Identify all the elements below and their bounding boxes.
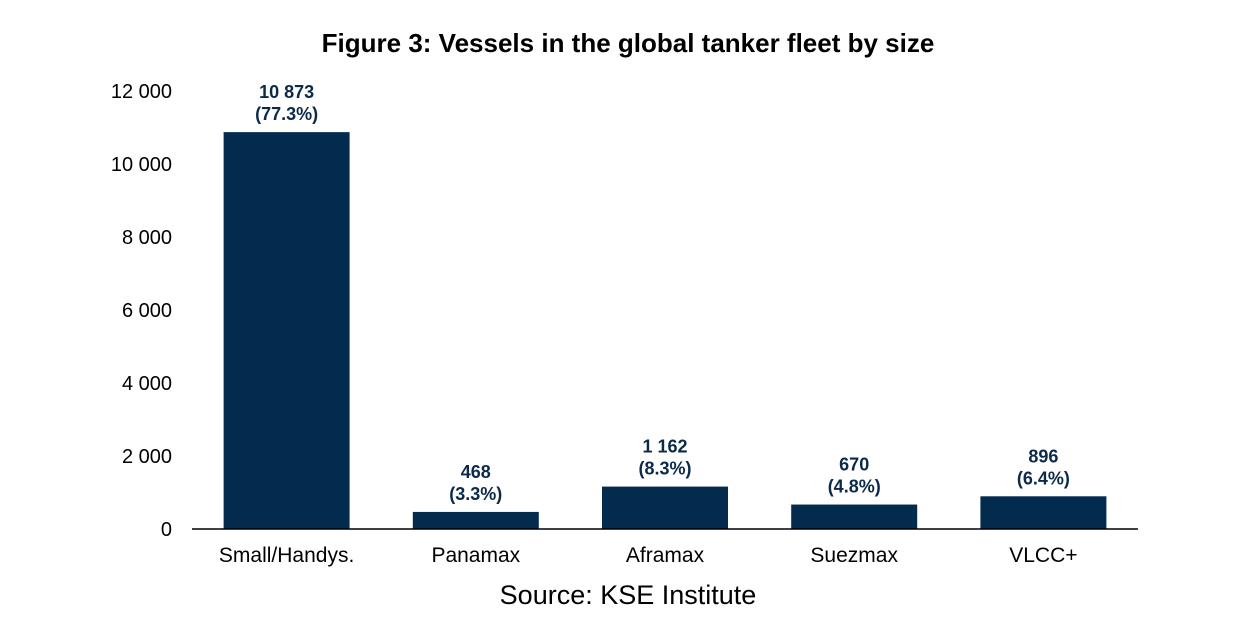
bar [602,486,728,529]
data-labels: 10 873(77.3%) 468(3.3%) 1 162(8.3%) 670(4.8… [255,82,1070,504]
bars [223,132,1107,529]
data-label-percent: (77.3%) [255,104,318,124]
y-tick-label: 8 000 [122,227,172,249]
bar [412,511,539,529]
bar [791,504,918,529]
data-label-percent: (8.3%) [638,459,691,479]
data-label-value: 468 [461,462,491,482]
y-tick-label: 10 000 [111,154,172,176]
chart-title: Figure 3: Vessels in the global tanker f… [321,28,935,58]
x-tick-label: Suezmax [810,544,898,567]
data-label-percent: (4.8%) [828,477,881,497]
x-tick-label: Aframax [626,544,705,567]
x-tick-label: Panamax [431,544,520,567]
data-label-value: 670 [839,455,869,475]
y-tick-label: 2 000 [122,446,172,468]
source-note: Source: KSE Institute [499,580,757,610]
y-tick-label: 0 [161,519,172,541]
data-label-value: 896 [1028,446,1058,466]
x-tick-label: VLCC+ [1009,544,1077,567]
x-axis: Small/Handys. Panamax Aframax Suezmax VLCC+ [219,544,1078,567]
bar [223,132,350,529]
y-tick-label: 6 000 [122,300,172,322]
data-label-value: 10 873 [259,82,314,102]
data-label-percent: (3.3%) [449,484,502,504]
y-tick-label: 4 000 [122,373,172,395]
bar [980,496,1107,529]
y-tick-label: 12 000 [111,81,172,103]
x-tick-label: Small/Handys. [219,544,354,567]
data-label-value: 1 162 [642,437,687,457]
y-axis: 0 2 000 4 000 6 000 8 000 10 000 12 000 [111,81,172,541]
data-label-percent: (6.4%) [1017,468,1070,488]
